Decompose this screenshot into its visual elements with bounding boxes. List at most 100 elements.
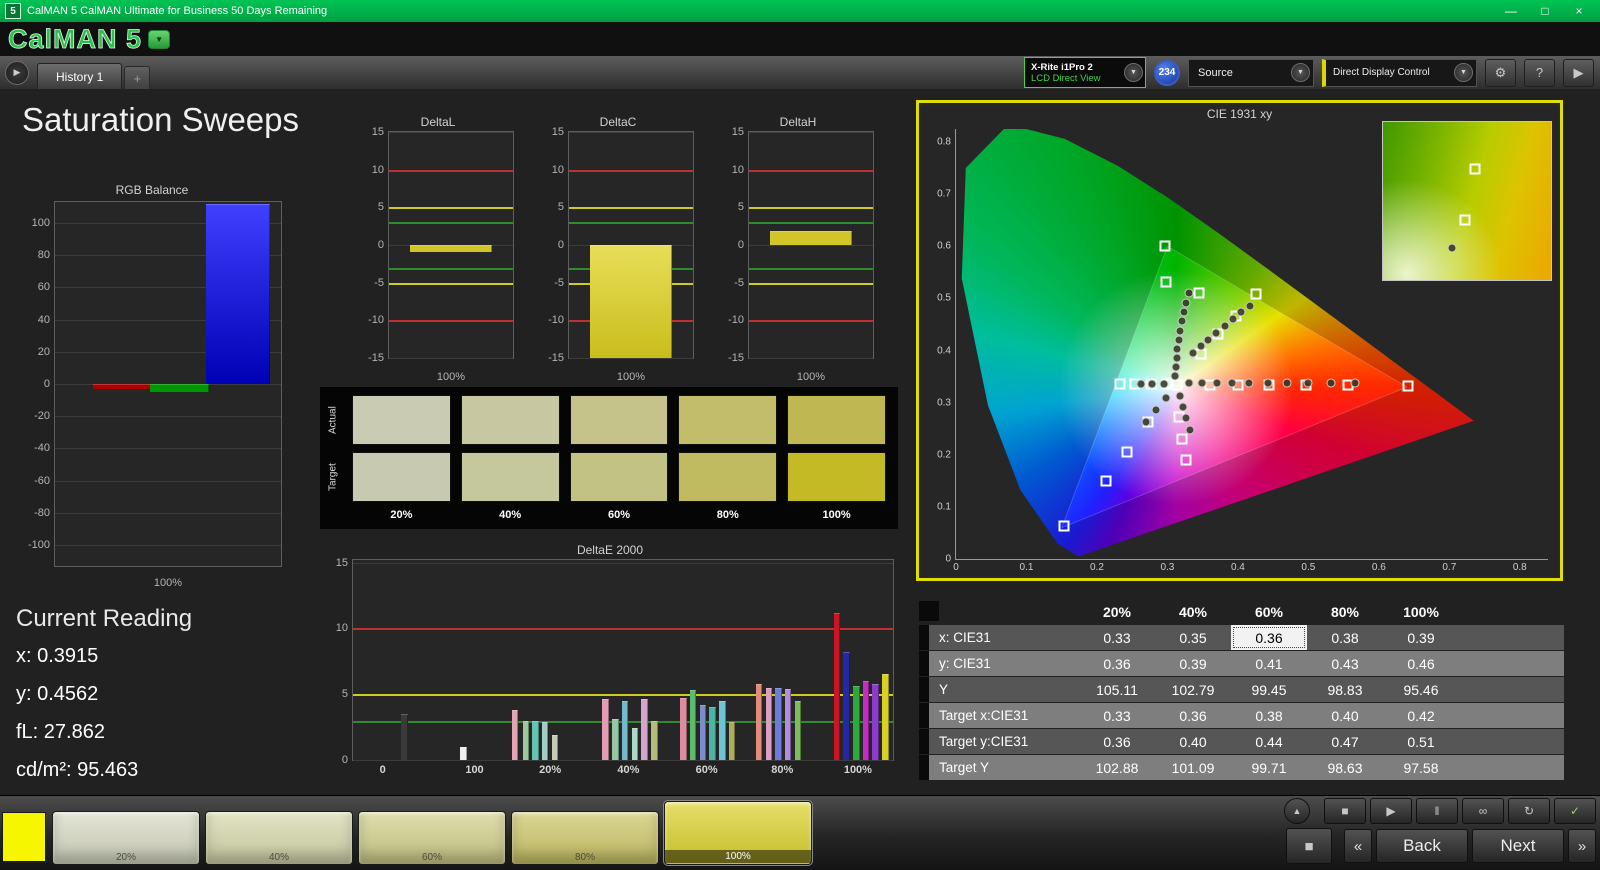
- nav-expand-button[interactable]: ▶: [5, 60, 29, 85]
- reference-line: [389, 169, 513, 172]
- add-tab-button[interactable]: +: [124, 66, 151, 89]
- y-tick-label: 0: [377, 239, 384, 251]
- play-button[interactable]: ▶: [1370, 798, 1412, 824]
- chart-bar: [401, 713, 408, 760]
- table-cell[interactable]: 102.79: [1171, 681, 1215, 698]
- gridline: [55, 222, 281, 224]
- table-cell[interactable]: 0.47: [1331, 733, 1359, 750]
- table-cell[interactable]: 99.45: [1251, 681, 1287, 698]
- table-cell[interactable]: 98.83: [1327, 681, 1363, 698]
- row-label-target: Target: [327, 463, 339, 491]
- measured-point: [1188, 348, 1198, 358]
- table-cell[interactable]: 0.40: [1331, 707, 1359, 724]
- table-filler: [1459, 599, 1564, 624]
- column-header: 40%: [1178, 603, 1208, 620]
- saturation-swatch-100[interactable]: 100%: [664, 801, 812, 865]
- table-cell[interactable]: 0.41: [1255, 655, 1283, 672]
- table-cell[interactable]: 0.42: [1407, 707, 1435, 724]
- table-cell[interactable]: 0.39: [1407, 629, 1435, 646]
- chevron-down-icon[interactable]: ▼: [1291, 63, 1310, 82]
- source-dropdown[interactable]: Source ▼: [1188, 58, 1314, 87]
- y-tick-label: 0: [737, 239, 744, 251]
- table-cell[interactable]: 102.88: [1095, 759, 1139, 776]
- display-control-dropdown[interactable]: Direct Display Control ▼: [1322, 58, 1477, 87]
- table-cell[interactable]: 105.11: [1096, 681, 1138, 698]
- table-cell[interactable]: 101.09: [1171, 759, 1215, 776]
- next-chevrons-button[interactable]: »: [1568, 829, 1596, 863]
- x-tick-label: 0.4: [1230, 562, 1245, 573]
- y-tick-label: -5: [374, 276, 384, 289]
- y-tick-label: 15: [731, 126, 744, 138]
- saturation-swatch-20[interactable]: 20%: [52, 811, 200, 865]
- table-cell[interactable]: 0.38: [1331, 629, 1359, 646]
- table-cell[interactable]: 0.36: [1179, 707, 1207, 724]
- table-cell[interactable]: 0.43: [1331, 655, 1359, 672]
- y-tick-label: 10: [551, 163, 564, 176]
- back-chevrons-button[interactable]: «: [1344, 829, 1372, 863]
- table-cell[interactable]: 0.51: [1407, 733, 1435, 750]
- meter-dropdown[interactable]: X-Rite i1Pro 2 LCD Direct View ▼: [1024, 57, 1146, 88]
- actual-target-swatch-grid: Actual Target 20% 40% 60% 80% 100%: [320, 387, 898, 529]
- target-point: [1121, 446, 1133, 458]
- delta-c-chart: DeltaC 15 10 5 0 -5 -10 -15 100%: [538, 113, 698, 385]
- table-cell[interactable]: 0.44: [1255, 733, 1283, 750]
- reference-line: [569, 222, 693, 225]
- inset-target-point: [1469, 163, 1481, 175]
- chevron-down-icon[interactable]: ▼: [1454, 63, 1473, 82]
- table-cell[interactable]: 98.63: [1327, 759, 1363, 776]
- column-header: 60%: [1254, 603, 1284, 620]
- collapse-button[interactable]: ▲: [1284, 798, 1310, 824]
- window-controls: — □ ×: [1494, 0, 1596, 22]
- saturation-swatch-strip: 20% 40% 60% 80% 100%: [52, 801, 812, 865]
- cie-zoom-inset: [1382, 121, 1552, 281]
- table-cell[interactable]: 0.33: [1103, 707, 1131, 724]
- table-cell[interactable]: 0.46: [1407, 655, 1435, 672]
- table-cell[interactable]: 0.33: [1103, 629, 1131, 646]
- back-button[interactable]: Back: [1376, 829, 1468, 863]
- stop-button[interactable]: ■: [1324, 798, 1366, 824]
- continuous-button[interactable]: ∞: [1462, 798, 1504, 824]
- chevron-down-icon[interactable]: ▼: [1124, 63, 1143, 82]
- advance-button[interactable]: ▶: [1563, 58, 1594, 87]
- saturation-swatch-40[interactable]: 40%: [205, 811, 353, 865]
- stop-large-button[interactable]: ■: [1286, 828, 1332, 864]
- chart-title: CIE 1931 xy: [1206, 107, 1273, 121]
- table-filler: [1459, 703, 1564, 728]
- table-cell[interactable]: 95.46: [1403, 681, 1439, 698]
- table-cell[interactable]: 0.36: [1103, 733, 1131, 750]
- tab-history-1[interactable]: History 1: [37, 63, 123, 89]
- swatch-label: 80%: [574, 852, 595, 863]
- table-cell[interactable]: 99.71: [1251, 759, 1287, 776]
- table-cell[interactable]: 0.40: [1179, 733, 1207, 750]
- confirm-button[interactable]: ✓: [1554, 798, 1596, 824]
- minimize-button[interactable]: —: [1505, 4, 1517, 18]
- meter-name: X-Rite i1Pro 2: [1031, 61, 1093, 73]
- saturation-swatch-60[interactable]: 60%: [358, 811, 506, 865]
- navigation-buttons: ■ « Back Next »: [1236, 828, 1596, 864]
- gridline: [749, 358, 873, 359]
- next-button[interactable]: Next: [1472, 829, 1564, 863]
- measured-point: [1197, 378, 1207, 388]
- pause-button[interactable]: ‖: [1416, 798, 1458, 824]
- gridline: [389, 132, 513, 133]
- delta-h-chart: DeltaH 15 10 5 0 -5 -10 -15 100%: [718, 113, 878, 385]
- refresh-button[interactable]: ↻: [1508, 798, 1550, 824]
- y-tick-label: -15: [368, 352, 384, 364]
- table-cell[interactable]: 0.36: [1103, 655, 1131, 672]
- chart-bar: [590, 245, 672, 358]
- close-button[interactable]: ×: [1575, 4, 1583, 18]
- help-button[interactable]: ?: [1524, 58, 1555, 87]
- table-filler: [1459, 651, 1564, 676]
- delta-h-plot: 15 10 5 0 -5 -10 -15: [728, 126, 874, 364]
- saturation-swatch-80[interactable]: 80%: [511, 811, 659, 865]
- table-cell[interactable]: 0.35: [1179, 629, 1207, 646]
- delta-e2000-chart: DeltaE 2000 0 5 10 15 0 100 20% 40% 60% 80% 100%: [322, 541, 898, 789]
- table-cell[interactable]: 0.36: [1231, 625, 1307, 650]
- table-cell[interactable]: 97.58: [1403, 759, 1439, 776]
- maximize-button[interactable]: □: [1541, 4, 1549, 18]
- table-cell[interactable]: 0.38: [1255, 707, 1283, 724]
- settings-gear-button[interactable]: ⚙: [1485, 58, 1516, 87]
- chart-bar: [785, 688, 792, 760]
- table-cell[interactable]: 0.39: [1179, 655, 1207, 672]
- logo-dropdown-button[interactable]: ▼: [148, 29, 171, 49]
